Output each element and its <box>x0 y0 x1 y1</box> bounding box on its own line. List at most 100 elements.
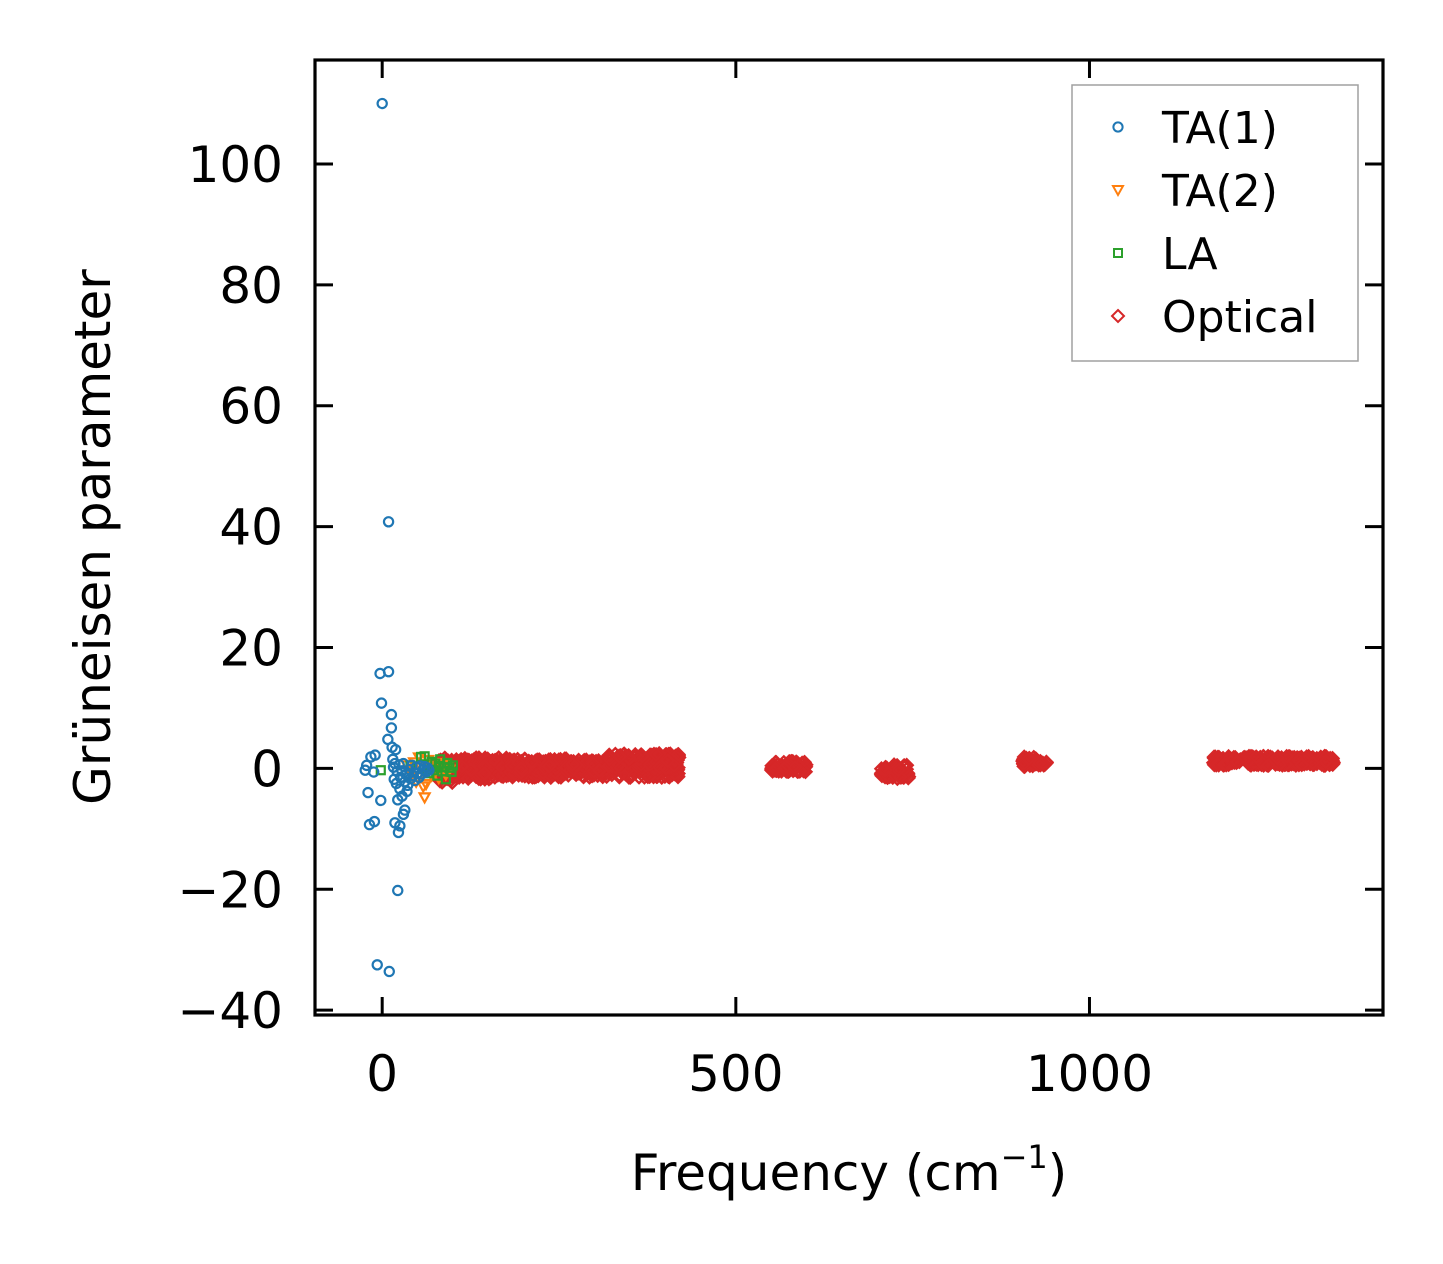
data-point <box>1278 748 1295 765</box>
data-point <box>1031 754 1048 771</box>
data-point <box>419 751 430 762</box>
data-point <box>524 753 540 770</box>
legend-marker-circle <box>1112 121 1124 133</box>
data-point <box>423 764 435 776</box>
data-point <box>440 774 451 785</box>
data-point <box>612 749 628 765</box>
data-point <box>648 746 664 763</box>
y-tick-label: 40 <box>219 499 283 557</box>
y-tick-label: 0 <box>251 740 283 798</box>
data-point <box>568 757 585 773</box>
data-point <box>383 965 395 978</box>
data-point <box>392 826 405 839</box>
data-point <box>1318 754 1334 770</box>
data-point <box>787 759 803 776</box>
data-point <box>591 762 608 779</box>
data-point <box>1269 749 1285 766</box>
data-point <box>387 761 400 773</box>
x-axis-label-superscript: −1 <box>1001 1138 1048 1176</box>
data-point <box>670 746 687 763</box>
data-point <box>792 763 808 779</box>
data-point <box>417 792 432 805</box>
data-point <box>776 761 792 777</box>
legend-entry: TA(2) <box>1111 166 1278 217</box>
y-tick-label: 20 <box>219 620 283 678</box>
legend-label: Optical <box>1162 292 1317 343</box>
series-optical <box>431 745 1342 791</box>
legend-label: LA <box>1162 229 1218 280</box>
data-point <box>564 756 581 773</box>
data-point <box>541 758 557 774</box>
data-point <box>513 761 529 777</box>
plot-frame <box>313 58 1385 1017</box>
data-point <box>481 771 497 787</box>
legend-marker-triangle-down <box>1111 185 1125 198</box>
legend-marker-diamond <box>1110 308 1126 324</box>
data-point <box>392 884 404 897</box>
data-series-layer <box>359 97 1342 978</box>
data-point <box>397 808 410 821</box>
x-axis-label-text: Frequency (cm <box>631 1144 1001 1202</box>
y-tick-label: 60 <box>219 378 283 436</box>
data-point <box>1248 749 1264 765</box>
x-tick-label: 1000 <box>1026 1045 1153 1103</box>
legend-marker-square <box>1113 248 1123 258</box>
data-point <box>375 765 386 776</box>
y-tick-label: −40 <box>177 982 283 1040</box>
data-point <box>419 779 433 792</box>
legend-label: TA(1) <box>1161 103 1278 154</box>
x-axis-label: Frequency (cm−1) <box>631 1138 1068 1202</box>
data-point <box>613 760 629 776</box>
data-point <box>873 761 890 777</box>
data-point <box>394 820 406 832</box>
data-point <box>363 818 376 831</box>
data-point <box>375 794 387 807</box>
legend: TA(1) TA(2) LA Optical <box>1071 84 1359 362</box>
data-point <box>365 751 377 763</box>
series-ta-1- <box>359 97 435 978</box>
y-tick-label: −20 <box>177 861 283 919</box>
data-point <box>1035 755 1051 771</box>
data-point <box>446 766 457 778</box>
series-la <box>375 751 459 785</box>
data-point <box>376 97 388 110</box>
y-axis-label: Grüneisen parameter <box>64 269 122 805</box>
data-point <box>791 758 807 774</box>
data-point <box>389 743 402 756</box>
x-tick-label: 0 <box>366 1045 398 1103</box>
axis-ticks: 0 500 1000 −40 −20 0 20 40 60 80 100 <box>177 60 1383 1103</box>
legend-entry: TA(1) <box>1112 103 1278 154</box>
data-point <box>382 665 395 678</box>
legend-entry: Optical <box>1110 292 1317 343</box>
data-point <box>1021 751 1037 767</box>
data-point <box>382 516 395 528</box>
data-point <box>766 757 782 773</box>
data-point <box>447 760 459 771</box>
data-point <box>375 697 388 709</box>
data-point <box>401 785 413 798</box>
data-point <box>371 959 383 971</box>
data-point <box>586 763 602 779</box>
data-point <box>634 748 651 764</box>
data-point <box>1305 755 1321 771</box>
x-tick-label: 500 <box>688 1045 783 1103</box>
data-point <box>476 765 493 782</box>
data-point <box>1260 757 1277 774</box>
data-point <box>1324 750 1341 767</box>
data-point <box>385 722 398 734</box>
legend-label: TA(2) <box>1161 166 1278 217</box>
data-point <box>890 762 907 778</box>
data-point <box>642 756 658 773</box>
data-point <box>360 759 373 772</box>
data-point <box>1294 757 1310 773</box>
y-tick-label: 80 <box>219 257 283 315</box>
data-point <box>528 757 545 773</box>
data-point <box>476 758 493 775</box>
data-point <box>1015 752 1031 769</box>
legend-items: TA(1) TA(2) LA Optical <box>1110 103 1317 343</box>
data-point <box>1278 756 1294 773</box>
data-point <box>1317 749 1334 765</box>
legend-entry: LA <box>1113 229 1218 280</box>
data-point <box>641 768 658 785</box>
